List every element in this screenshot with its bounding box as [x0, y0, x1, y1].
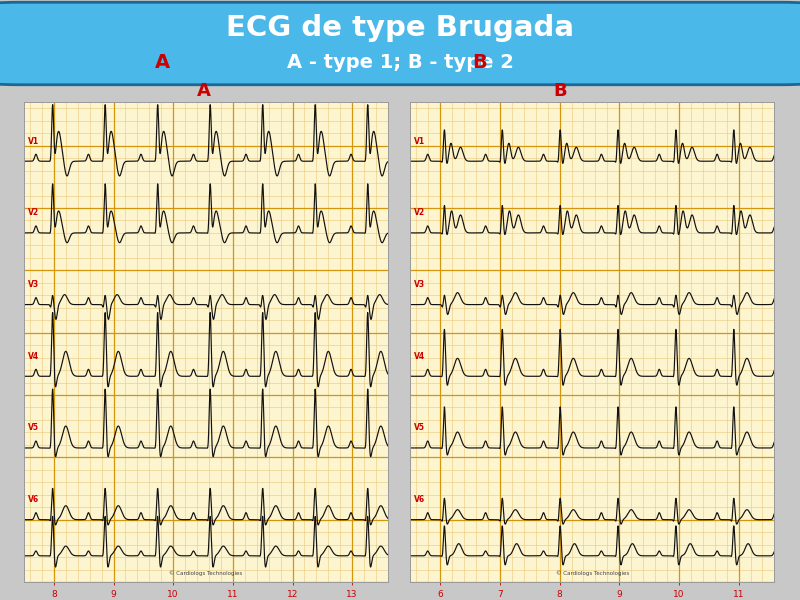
Text: V4: V4: [414, 352, 425, 361]
Text: V1: V1: [414, 137, 425, 146]
Text: V3: V3: [27, 280, 38, 289]
Text: A: A: [197, 82, 211, 100]
Text: V1: V1: [27, 137, 38, 146]
Text: A: A: [154, 53, 170, 73]
Text: A - type 1; B - type 2: A - type 1; B - type 2: [286, 53, 514, 73]
Text: V2: V2: [27, 208, 38, 217]
Text: © Cardiologs Technologies: © Cardiologs Technologies: [556, 571, 629, 576]
Text: V4: V4: [27, 352, 38, 361]
Text: B: B: [473, 53, 487, 73]
FancyBboxPatch shape: [0, 2, 800, 85]
Text: ECG de type Brugada: ECG de type Brugada: [226, 14, 574, 43]
Text: V6: V6: [27, 495, 38, 504]
Text: © Cardiologs Technologies: © Cardiologs Technologies: [170, 571, 242, 576]
Text: V5: V5: [27, 424, 38, 433]
Text: V6: V6: [414, 495, 425, 504]
Text: V5: V5: [414, 424, 425, 433]
Text: V2: V2: [414, 208, 425, 217]
Text: V3: V3: [414, 280, 425, 289]
Text: B: B: [553, 82, 567, 100]
